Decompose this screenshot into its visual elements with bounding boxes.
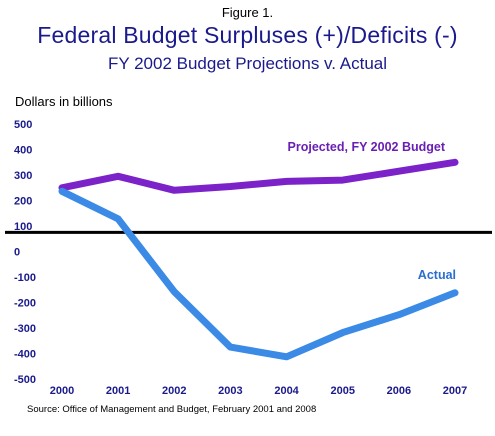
series-labels: Projected, FY 2002 Budget Actual — [288, 140, 456, 282]
x-tick-label: 2003 — [218, 385, 242, 397]
projected-series-line — [58, 158, 459, 194]
x-tick-label: 2002 — [162, 385, 186, 397]
projected-series-label: Projected, FY 2002 Budget — [288, 140, 446, 154]
series-lines — [58, 158, 459, 361]
y-tick-label: 500 — [14, 119, 32, 131]
y-tick-label: 200 — [14, 196, 32, 208]
y-tick-label: 300 — [14, 170, 32, 182]
x-tick-label: 2007 — [443, 385, 467, 397]
y-axis-ticks: 500 400 300 200 100 0 -100 -200 -300 -400 -500 — [14, 119, 36, 386]
x-axis-ticks: 2000 2001 2002 2003 2004 2005 2006 2007 — [50, 385, 467, 397]
y-tick-label: -400 — [14, 349, 36, 361]
y-tick-label: -300 — [14, 323, 36, 335]
x-tick-label: 2001 — [106, 385, 130, 397]
y-tick-label: 0 — [14, 247, 20, 259]
actual-series-label: Actual — [418, 268, 456, 282]
x-tick-label: 2005 — [330, 385, 354, 397]
y-axis-label: Dollars in billions — [15, 94, 113, 109]
chart-subtitle: FY 2002 Budget Projections v. Actual — [107, 54, 388, 73]
y-tick-label: 100 — [14, 221, 32, 233]
chart-title: Federal Budget Surpluses (+)/Deficits (-… — [37, 22, 458, 48]
y-tick-label: -500 — [14, 374, 36, 386]
actual-series-line — [58, 187, 459, 361]
x-tick-label: 2000 — [50, 385, 74, 397]
source-note: Source: Office of Management and Budget,… — [27, 404, 317, 415]
x-tick-label: 2004 — [274, 385, 299, 397]
y-tick-label: -100 — [14, 272, 36, 284]
figure-number: Figure 1. — [221, 5, 274, 20]
y-tick-label: 400 — [14, 145, 32, 157]
x-tick-label: 2006 — [387, 385, 411, 397]
y-tick-label: -200 — [14, 298, 36, 310]
